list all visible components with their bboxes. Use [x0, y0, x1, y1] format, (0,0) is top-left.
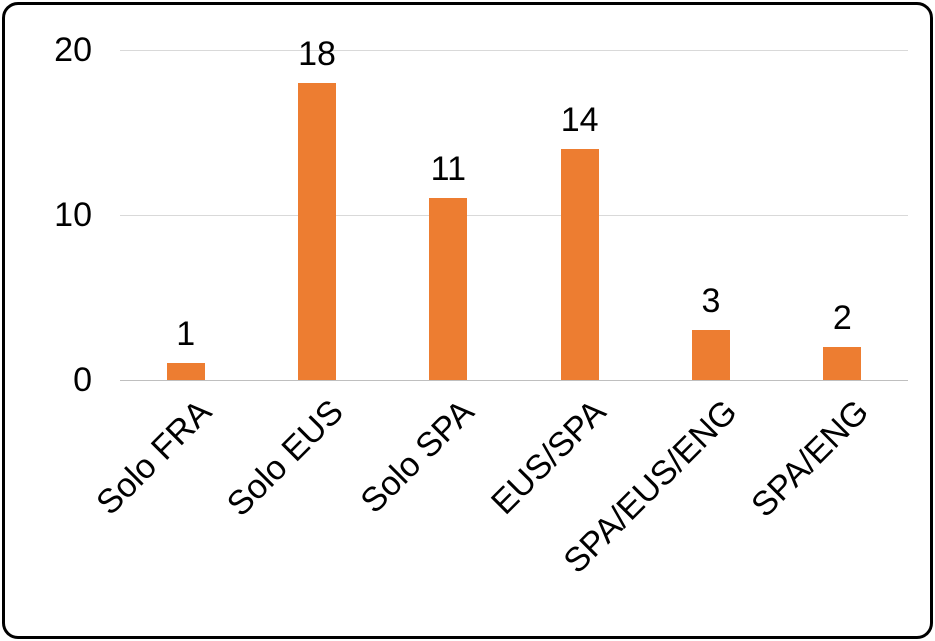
x-category-label: Solo FRA: [89, 392, 220, 523]
gridline: [120, 215, 908, 216]
bar: [298, 83, 336, 380]
plot-area: [120, 50, 908, 381]
bar: [692, 330, 730, 380]
y-tick-label: 0: [73, 361, 92, 399]
bar-value-label: 14: [560, 101, 599, 139]
bar: [166, 363, 205, 380]
x-category-label: SPA/ENG: [743, 392, 876, 525]
bar: [560, 149, 599, 380]
y-tick-label: 10: [54, 196, 92, 234]
gridline: [120, 50, 908, 51]
bar-value-label: 11: [430, 150, 466, 188]
x-category-label: Solo SPA: [353, 392, 482, 521]
bar-value-label: 3: [701, 282, 721, 320]
x-category-label: EUS/SPA: [483, 392, 614, 522]
bar: [429, 198, 468, 380]
bar-value-label: 18: [298, 35, 336, 73]
y-tick-label: 20: [54, 31, 92, 69]
x-axis-line: [120, 380, 908, 381]
bar-value-label: 2: [832, 299, 852, 337]
bar: [823, 347, 862, 380]
x-category-label: Solo EUS: [219, 392, 351, 524]
bar-chart: 0 10 20 1 Solo FRA 18 Solo EUS 11 Solo SPA 14 EUS/…: [5, 5, 930, 636]
bar-value-label: 1: [176, 315, 196, 353]
